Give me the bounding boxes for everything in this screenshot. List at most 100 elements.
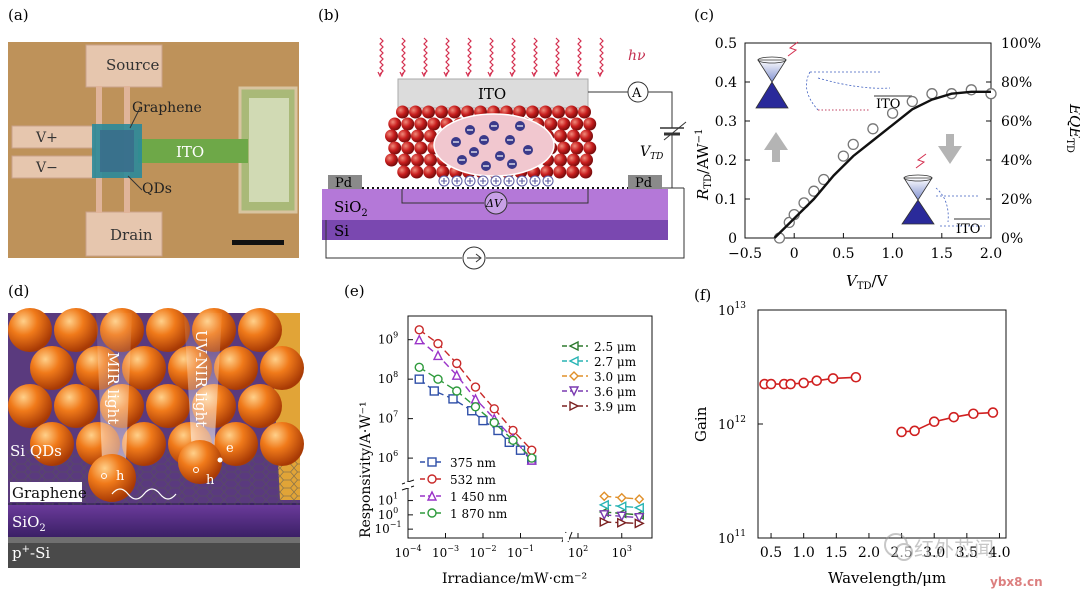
voltmeter-icon [484, 191, 508, 215]
panel-d: (d) MIR light UV-NIR light h h e Si QDs … [8, 282, 304, 568]
chart-f-point [850, 371, 862, 383]
pd-left [328, 175, 362, 189]
watermark: 红外芯闻 ybx8.cn [884, 533, 1043, 589]
chart-e-point [617, 517, 628, 528]
chart-c-xtick: 1.5 [931, 246, 953, 262]
hole-charges [438, 175, 554, 187]
chart-f-xtick: 4.0 [988, 545, 1010, 561]
panel-f: (f) 0.51.01.52.02.53.03.54.0101310121011… [692, 286, 1011, 587]
chart-e-point [634, 513, 645, 524]
panel-d-label: (d) [8, 282, 29, 300]
chart-f-line [764, 376, 856, 385]
uvnir-beam [184, 313, 222, 455]
chart-c-point [985, 88, 997, 100]
chart-e-point [429, 386, 439, 396]
chart-f-series-MIR [896, 407, 999, 438]
chart-f-point [811, 375, 823, 386]
chart-e-ytick: 101 [378, 492, 398, 508]
chart-c-point [867, 123, 879, 135]
chart-e-ytick: 108 [378, 370, 398, 386]
chart-f-ytick: 1013 [718, 301, 746, 319]
chart-e-xtick: 10−2 [469, 544, 496, 560]
chart-e-point [448, 394, 458, 404]
siqds-label: Si QDs [10, 442, 62, 460]
panel-b: (b) hν ITO A VTD Pd Pd SiO2 Si [318, 6, 687, 270]
chart-e-point [569, 400, 580, 412]
chart-f-point [928, 416, 940, 428]
chart-e-point [478, 415, 488, 426]
chart-c-ytick: 0.4 [715, 75, 737, 91]
chart-e-series-2-7-m [598, 499, 644, 513]
chart-e-legend-entry: 532 nm [450, 473, 496, 487]
chart-c-ytick-right: 80% [1001, 75, 1032, 91]
chart-e-point [599, 516, 610, 528]
chart-e-line [418, 378, 533, 461]
ammeter-icon [627, 81, 649, 103]
chart-c-xlabel: VTD/V [846, 272, 889, 292]
scale-bar [232, 240, 284, 245]
ito-label-a: ITO [176, 143, 204, 161]
chart-e-point [427, 457, 437, 467]
chart-f-point [909, 425, 920, 437]
chart-e-point [493, 425, 503, 436]
sio2-label-b: SiO2 [334, 198, 368, 219]
chart-c-point [837, 150, 850, 162]
chart-e-series-3-6-m [599, 510, 645, 524]
chart-c-ytick-right: 20% [1001, 192, 1032, 208]
panel-c: (c) −0.5 0 0.5 1.0 1.5 2.00 0%0.1 20%0.2 40%0.3 6… [694, 6, 1080, 292]
chart-e-point [568, 340, 579, 352]
chart-e-point [452, 386, 462, 396]
chart-f-xtick: 2.0 [858, 545, 880, 561]
chart-c-ytick: 0 [728, 231, 737, 247]
band-diagram-inset-bottom: ITO [901, 153, 990, 237]
chart-c-point [926, 88, 938, 100]
graphene-label-box [10, 482, 82, 502]
graphene-label-a: Graphene [132, 100, 202, 116]
graphene-label-d: Graphene [12, 484, 87, 502]
chart-c-xtick: −0.5 [728, 246, 762, 262]
chart-e-legend-entry: 3.6 μm [594, 385, 637, 399]
si-layer-b [322, 220, 668, 240]
chart-f-point [968, 408, 979, 420]
hole-label-1: h [116, 469, 125, 484]
vtd-label-b: VTD [640, 144, 663, 162]
chart-e-point [427, 508, 437, 518]
chart-e-ylabel: Responsivity/A·W⁻¹ [358, 401, 374, 538]
chart-e-point [634, 494, 645, 505]
chart-c-xtick: 1.0 [881, 246, 903, 262]
chart-c-point [808, 185, 820, 197]
chart-f-ytick: 1011 [718, 529, 746, 547]
wave-icon [111, 488, 177, 500]
chart-e-xtick: 103 [612, 544, 632, 560]
ito-bottom-label: ITO [956, 222, 980, 237]
chart-e-frame [407, 315, 653, 539]
chart-c-ytick: 0.2 [715, 153, 737, 169]
chart-c-ylabel-right: EQETD [1064, 103, 1080, 153]
chart-e-ytick: 107 [378, 410, 398, 426]
chart-e-point [569, 371, 579, 381]
chart-e-point [508, 435, 518, 446]
electron-charges [451, 121, 533, 171]
chart-e-point [599, 491, 610, 502]
chart-e-ytick: 10−1 [374, 520, 401, 536]
chart-e-series [414, 325, 645, 529]
chart-e-point [452, 358, 462, 369]
chart-e-point [489, 404, 499, 414]
chart-e-series-532-nm [414, 325, 537, 455]
chart-e-point [633, 502, 644, 513]
chart-f-xtick: 1.0 [793, 545, 815, 561]
chart-e-point [599, 510, 610, 521]
panel-b-label: (b) [318, 6, 339, 24]
chart-c-ytick-right: 40% [1001, 153, 1032, 169]
chart-f-xtick: 3.0 [923, 545, 945, 561]
hv-label: hν [628, 48, 646, 64]
chart-c-ytick: 0.3 [715, 114, 737, 130]
chart-c-point [886, 107, 899, 119]
electron-label: e [226, 441, 234, 456]
band-diagram-inset-top: ITO [755, 41, 912, 112]
ammeter-label: A [631, 86, 642, 101]
uvnir-label: UV-NIR light [192, 330, 210, 427]
pd-left-label: Pd [335, 176, 352, 191]
chart-e-legend-entry: 2.7 μm [594, 355, 637, 369]
panel-f-label: (f) [694, 286, 711, 304]
